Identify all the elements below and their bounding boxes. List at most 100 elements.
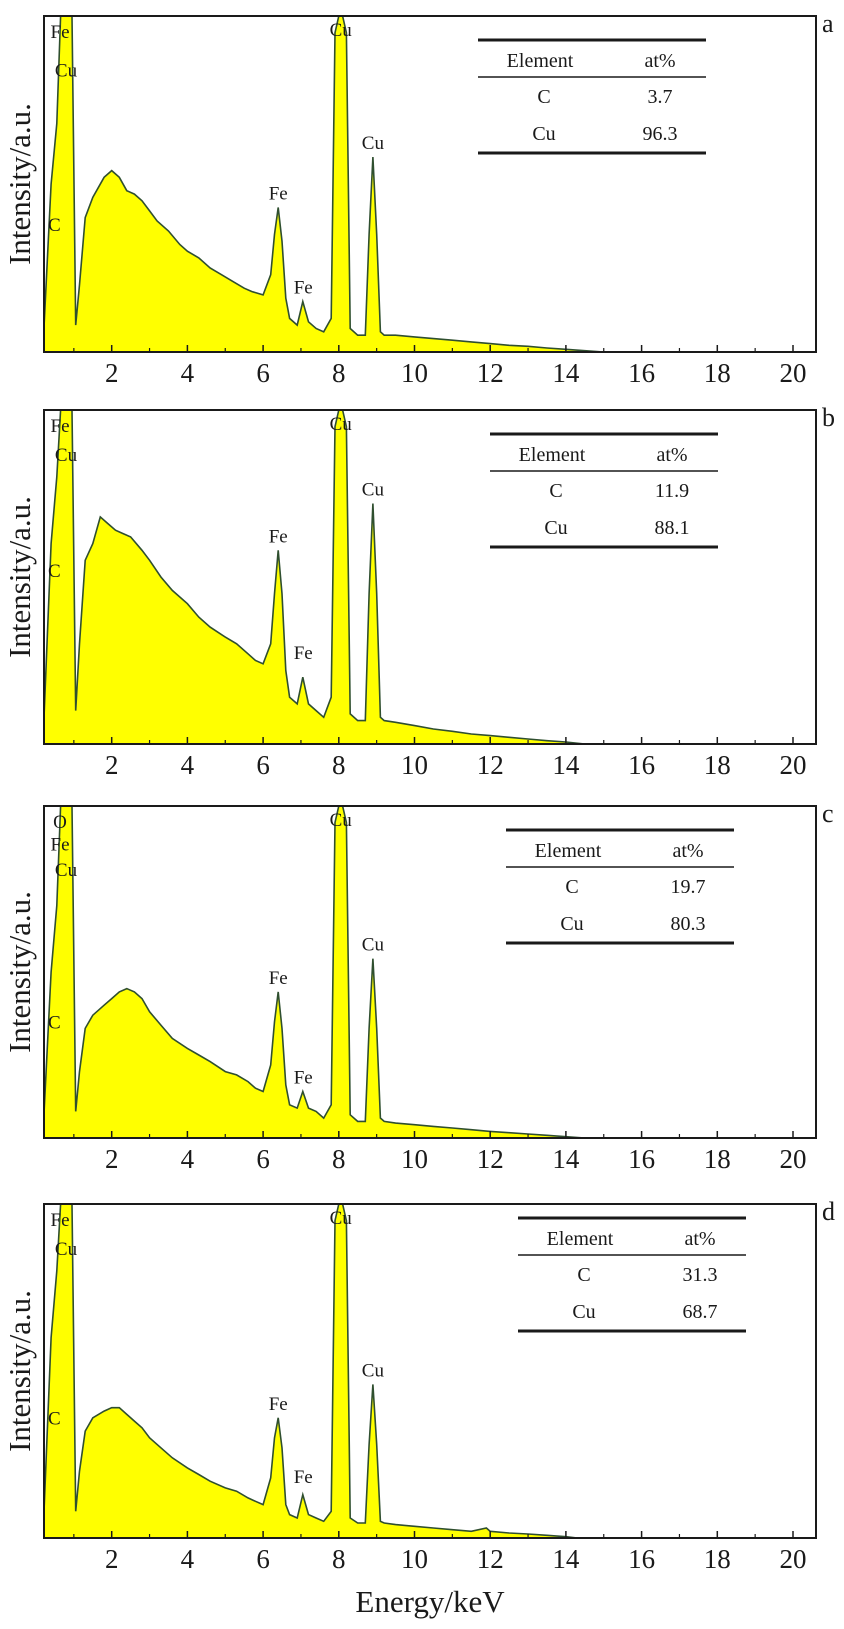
peak-label-fe: Fe	[51, 416, 70, 437]
table-cell: Cu	[532, 123, 555, 145]
table-header: Element	[507, 50, 574, 72]
x-tick-label: 20	[780, 358, 807, 388]
peak-label-fe: Fe	[269, 526, 288, 547]
x-tick-label: 4	[181, 1544, 195, 1574]
peak-label-cu: Cu	[330, 810, 353, 831]
x-tick-label: 16	[628, 1144, 655, 1174]
peak-label-cu: Cu	[362, 480, 385, 501]
table-cell: 11.9	[655, 480, 689, 502]
peak-label-c: C	[48, 1012, 61, 1033]
table-header: Element	[519, 444, 586, 466]
peak-label-cu: Cu	[55, 60, 78, 81]
x-tick-label: 12	[477, 750, 504, 780]
table-cell: Cu	[572, 1301, 595, 1323]
x-tick-label: 4	[181, 1144, 195, 1174]
table-cell: C	[549, 480, 562, 502]
spectrum-panel-a: 2 4 6 8 10 12 14 16 18 20 Intensity/a.u. a Fe Cu C Fe Fe…	[2, 9, 834, 388]
x-tick-label: 18	[704, 1544, 731, 1574]
panel-letter: d	[822, 1197, 835, 1226]
spectrum-area-a	[44, 16, 604, 352]
peak-label-o: O	[53, 812, 67, 833]
table-cell: 68.7	[683, 1301, 718, 1323]
y-axis-label: Intensity/a.u.	[2, 103, 37, 265]
x-axis-label: Energy/keV	[355, 1584, 505, 1619]
composition-table: Element at% C 11.9 Cu 88.1	[490, 432, 718, 549]
y-axis-label: Intensity/a.u.	[2, 1290, 37, 1452]
x-tick-label: 2	[105, 1544, 119, 1574]
y-axis-label: Intensity/a.u.	[2, 496, 37, 658]
table-cell: Cu	[560, 913, 583, 935]
x-tick-label: 10	[401, 1544, 428, 1574]
x-tick-label: 16	[628, 750, 655, 780]
table-header: at%	[644, 50, 675, 72]
peak-label-fe: Fe	[294, 643, 313, 664]
x-tick-label: 18	[704, 1144, 731, 1174]
peak-label-cu: Cu	[330, 20, 353, 41]
peak-label-fe: Fe	[269, 968, 288, 989]
x-tick-label: 6	[256, 1544, 270, 1574]
spectrum-panel-d: 2 4 6 8 10 12 14 16 18 20 Intensity/a.u. d Fe Cu C Fe Fe…	[2, 1197, 835, 1619]
x-tick-label: 14	[552, 358, 580, 388]
peak-label-cu: Cu	[55, 1239, 78, 1260]
table-cell: C	[537, 86, 550, 108]
x-tick-label: 14	[552, 1544, 580, 1574]
x-tick-label: 2	[105, 750, 119, 780]
peak-label-c: C	[48, 561, 61, 582]
composition-table: Element at% C 19.7 Cu 80.3	[506, 828, 734, 945]
x-tick-label: 10	[401, 358, 428, 388]
x-tick-label: 8	[332, 1144, 346, 1174]
table-header: at%	[684, 1228, 715, 1250]
x-tick-label: 12	[477, 1144, 504, 1174]
peak-label-fe: Fe	[294, 1068, 313, 1089]
peak-label-c: C	[48, 1408, 61, 1429]
x-tick-label: 4	[181, 358, 195, 388]
x-tick-label: 14	[552, 1144, 580, 1174]
x-tick-label: 8	[332, 1544, 346, 1574]
peak-label-cu: Cu	[362, 935, 385, 956]
table-cell: C	[565, 876, 578, 898]
x-tick-label: 2	[105, 1144, 119, 1174]
x-tick-label: 18	[704, 750, 731, 780]
x-tick-label: 20	[780, 750, 807, 780]
x-tick-label: 6	[256, 1144, 270, 1174]
peak-label-fe: Fe	[269, 1394, 288, 1415]
peak-label-cu: Cu	[330, 1208, 353, 1229]
peak-label-cu: Cu	[362, 1360, 385, 1381]
plot-frame	[43, 409, 817, 745]
peak-label-fe: Fe	[51, 1210, 70, 1231]
x-tick-label: 6	[256, 358, 270, 388]
panel-letter: c	[822, 799, 834, 828]
composition-table: Element at% C 3.7 Cu 96.3	[478, 38, 706, 155]
x-tick-label: 8	[332, 750, 346, 780]
peak-label-fe: Fe	[269, 184, 288, 205]
x-tick-label: 10	[401, 750, 428, 780]
table-header: at%	[672, 840, 703, 862]
table-cell: Cu	[544, 517, 567, 539]
table-cell: 88.1	[655, 517, 690, 539]
panel-letter: b	[822, 403, 835, 432]
x-tick-label: 10	[401, 1144, 428, 1174]
y-axis-label: Intensity/a.u.	[2, 891, 37, 1053]
x-tick-label: 16	[628, 358, 655, 388]
peak-label-cu: Cu	[330, 414, 353, 435]
x-tick-label: 4	[181, 750, 195, 780]
x-tick-label: 8	[332, 358, 346, 388]
table-cell: C	[577, 1264, 590, 1286]
plot-frame	[43, 15, 817, 353]
spectrum-area-b	[44, 410, 585, 744]
peak-label-c: C	[48, 215, 61, 236]
x-tick-label: 12	[477, 358, 504, 388]
table-cell: 31.3	[683, 1264, 718, 1286]
peak-label-fe: Fe	[294, 1467, 313, 1488]
spectrum-panel-b: 2 4 6 8 10 12 14 16 18 20 Intensity/a.u. b Fe Cu C Fe Fe…	[2, 403, 835, 780]
x-tick-label: 12	[477, 1544, 504, 1574]
table-header: Element	[547, 1228, 614, 1250]
peak-label-fe: Fe	[51, 22, 70, 43]
spectrum-area-c	[44, 806, 585, 1138]
peak-label-fe: Fe	[51, 834, 70, 855]
panel-letter: a	[822, 9, 834, 38]
table-header: at%	[656, 444, 687, 466]
composition-table: Element at% C 31.3 Cu 68.7	[518, 1216, 746, 1333]
x-tick-label: 20	[780, 1544, 807, 1574]
